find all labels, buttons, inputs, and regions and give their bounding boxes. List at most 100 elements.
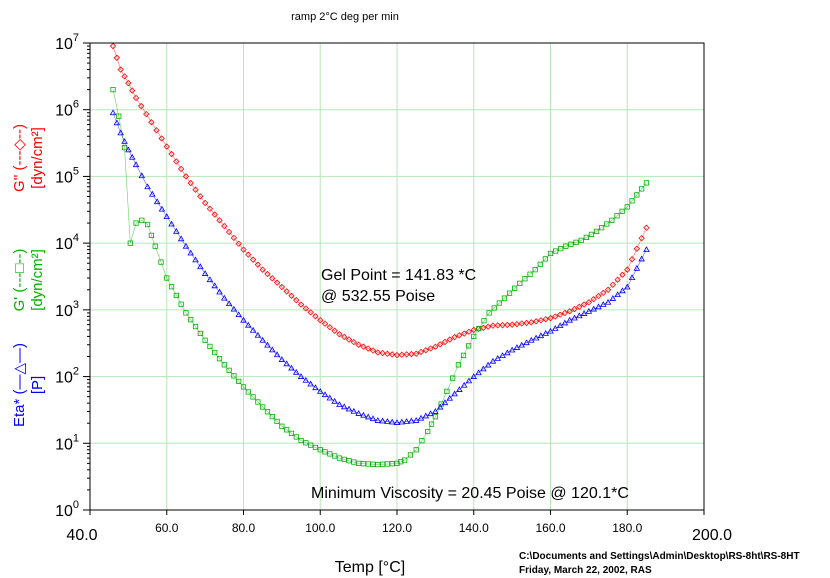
data-point xyxy=(624,266,631,273)
data-point xyxy=(465,377,473,384)
series-square xyxy=(110,87,650,468)
data-point xyxy=(460,330,468,337)
data-point xyxy=(168,150,175,158)
data-point xyxy=(231,373,237,379)
data-point xyxy=(331,397,338,404)
data-point xyxy=(466,343,472,349)
data-point xyxy=(245,389,251,395)
legend-series-unit: [dyn/cm²] xyxy=(29,249,46,311)
data-point xyxy=(441,399,449,406)
data-point xyxy=(389,351,396,358)
data-point xyxy=(345,405,353,412)
data-point xyxy=(317,317,324,324)
data-point xyxy=(578,237,584,243)
data-point xyxy=(451,333,458,341)
data-point xyxy=(149,190,156,197)
chart-title: ramp 2°C deg per min xyxy=(291,11,399,23)
x-tick-label: 140.0 xyxy=(459,521,489,535)
data-point xyxy=(312,384,319,391)
data-point xyxy=(133,220,139,226)
data-point xyxy=(552,313,559,320)
data-point xyxy=(446,394,454,401)
data-point xyxy=(499,321,506,329)
data-point xyxy=(158,205,166,212)
data-point xyxy=(264,270,271,278)
data-point xyxy=(398,418,406,425)
data-point xyxy=(226,367,232,373)
data-point xyxy=(117,129,124,136)
data-point xyxy=(528,319,535,326)
data-point xyxy=(609,281,617,288)
data-point xyxy=(444,388,450,394)
data-point xyxy=(279,423,285,429)
data-point xyxy=(164,275,170,281)
data-point xyxy=(537,317,545,324)
data-point xyxy=(138,102,145,110)
data-point xyxy=(113,54,121,61)
data-point xyxy=(211,211,218,218)
data-point xyxy=(288,430,295,436)
series-triangle xyxy=(109,109,650,425)
data-point xyxy=(125,146,132,153)
data-point xyxy=(412,417,420,423)
data-point xyxy=(643,246,650,253)
data-point xyxy=(201,270,209,276)
data-point xyxy=(393,419,401,425)
data-point xyxy=(494,322,501,329)
data-point xyxy=(173,292,179,299)
data-point xyxy=(552,324,559,331)
data-point xyxy=(609,295,617,301)
data-point xyxy=(121,73,128,80)
data-point xyxy=(489,322,497,329)
data-point xyxy=(600,289,607,297)
data-point xyxy=(121,145,128,151)
data-point xyxy=(437,341,444,348)
data-point xyxy=(604,298,612,305)
data-point xyxy=(460,381,468,388)
data-point xyxy=(501,295,508,301)
data-point xyxy=(547,315,554,322)
data-point xyxy=(451,390,458,397)
data-point xyxy=(639,186,645,192)
data-point xyxy=(225,228,233,236)
data-point xyxy=(532,334,540,341)
data-point xyxy=(417,348,425,356)
data-point xyxy=(643,224,650,231)
data-point xyxy=(480,365,487,372)
data-point xyxy=(427,345,434,352)
series-layer xyxy=(109,42,650,468)
data-point xyxy=(221,222,228,230)
data-point xyxy=(614,213,620,219)
data-point xyxy=(254,331,262,338)
data-point xyxy=(379,349,386,357)
x-tick-label: 60.0 xyxy=(155,521,179,535)
data-point xyxy=(192,256,199,263)
data-point xyxy=(460,352,467,358)
data-point xyxy=(132,161,140,168)
data-point xyxy=(427,410,434,417)
data-point xyxy=(187,179,194,187)
data-point xyxy=(413,447,419,453)
data-point xyxy=(297,301,305,308)
data-point xyxy=(580,301,588,308)
data-point xyxy=(245,251,252,258)
data-point xyxy=(470,326,477,334)
data-point xyxy=(491,305,497,311)
data-point xyxy=(398,459,404,465)
data-point xyxy=(307,309,314,316)
data-point xyxy=(528,336,535,343)
data-point xyxy=(143,110,150,118)
data-point xyxy=(398,351,405,358)
footer-file-path: C:\Documents and Settings\Admin\Desktop\… xyxy=(519,551,800,562)
legend-series-unit: [dyn/cm²] xyxy=(29,127,46,189)
data-point xyxy=(522,276,528,282)
data-point xyxy=(139,217,145,223)
data-point xyxy=(355,410,362,416)
data-point xyxy=(192,323,199,330)
data-point xyxy=(182,173,190,180)
data-point xyxy=(638,255,645,262)
data-point xyxy=(590,305,597,312)
data-point xyxy=(624,204,630,210)
data-point xyxy=(407,452,414,458)
data-point xyxy=(408,417,415,424)
